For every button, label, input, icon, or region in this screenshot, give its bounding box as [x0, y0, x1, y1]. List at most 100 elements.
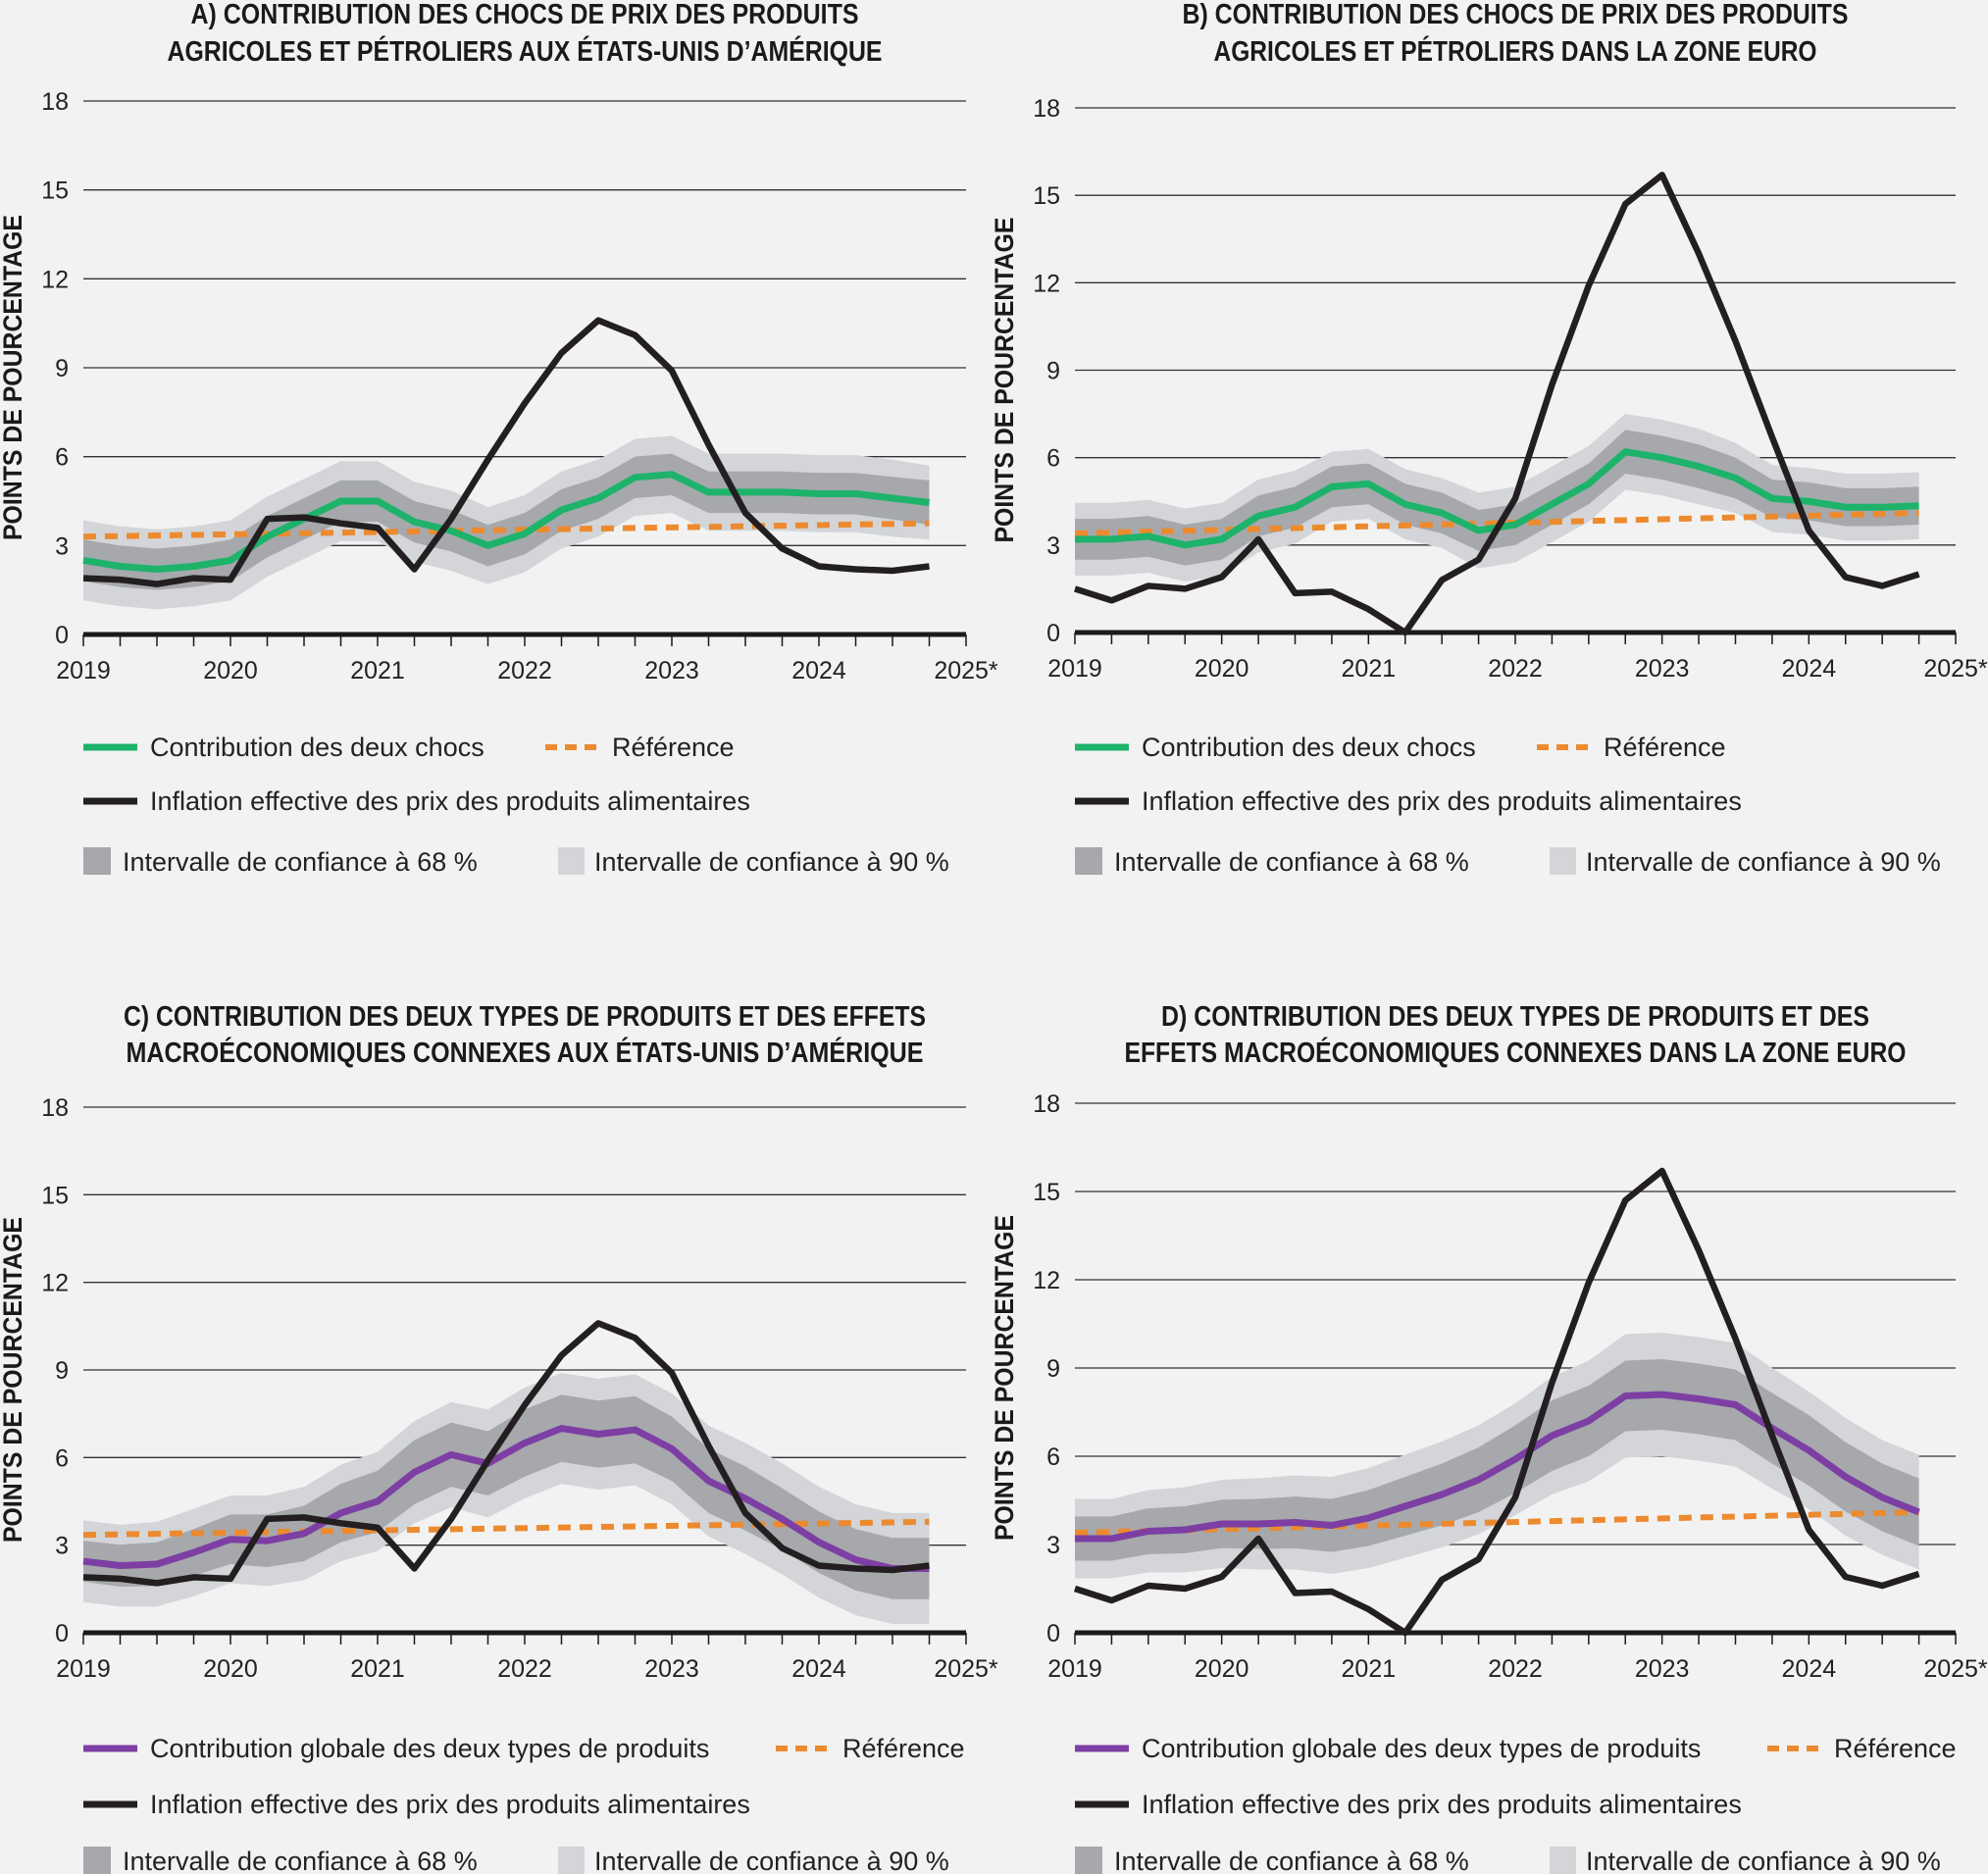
y-tick-label: 0 — [1046, 1620, 1060, 1647]
x-tick-label: 2021 — [1342, 655, 1397, 683]
legend-label-reference: Référence — [1834, 1734, 1957, 1763]
legend-label-ci90: Intervalle de confiance à 90 % — [1586, 1847, 1941, 1874]
x-tick-label: 2023 — [644, 657, 699, 684]
legend-label-main: Contribution globale des deux types de p… — [150, 1734, 709, 1763]
y-tick-label: 9 — [55, 1357, 69, 1385]
x-tick-label: 2020 — [1195, 655, 1249, 683]
legend-label-ci90: Intervalle de confiance à 90 % — [1586, 847, 1941, 877]
y-tick-label: 0 — [55, 1620, 69, 1647]
x-tick-label: 2024 — [791, 657, 846, 684]
ci90-band — [83, 1372, 930, 1625]
legend-swatch-ci68 — [83, 1847, 111, 1874]
x-tick-label: 2023 — [1635, 1655, 1690, 1683]
legend-label-reference: Référence — [842, 1734, 965, 1763]
x-tick-label: 2021 — [350, 657, 405, 684]
y-tick-label: 12 — [41, 266, 69, 293]
legend-label-actual: Inflation effective des prix des produit… — [1142, 1790, 1742, 1819]
legend-label-ci68: Intervalle de confiance à 68 % — [123, 847, 478, 877]
chart-title-line: AGRICOLES ET PÉTROLIERS AUX ÉTATS-UNIS D… — [168, 34, 883, 68]
reference-line — [82, 1518, 930, 1539]
legend-label-reference: Référence — [1604, 733, 1726, 762]
legend-label-ci68: Intervalle de confiance à 68 % — [123, 1847, 478, 1874]
y-tick-label: 6 — [1046, 1443, 1060, 1471]
ci68-band — [83, 1394, 930, 1599]
chart-title-line: MACROÉCONOMIQUES CONNEXES AUX ÉTATS-UNIS… — [127, 1036, 924, 1069]
y-tick-label: 6 — [55, 444, 69, 472]
legend-label-main: Contribution des deux chocs — [150, 733, 484, 762]
actual-inflation-line — [82, 317, 930, 587]
chart-panel-c: C) CONTRIBUTION DES DEUX TYPES DE PRODUI… — [0, 1001, 998, 1874]
y-tick-label: 3 — [1046, 1532, 1060, 1559]
y-tick-label: 15 — [1033, 182, 1060, 210]
chart-panel-d: D) CONTRIBUTION DES DEUX TYPES DE PRODUI… — [990, 1001, 1988, 1874]
chart-title-line: A) CONTRIBUTION DES CHOCS DE PRIX DES PR… — [191, 0, 859, 30]
y-tick-label: 3 — [55, 1533, 69, 1560]
legend-label-ci90: Intervalle de confiance à 90 % — [594, 1847, 949, 1874]
legend-swatch-ci90 — [558, 847, 585, 875]
legend-label-reference: Référence — [612, 733, 735, 762]
chart-title-line: B) CONTRIBUTION DES CHOCS DE PRIX DES PR… — [1183, 0, 1849, 30]
legend-swatch-ci90 — [1550, 1847, 1576, 1874]
legend-swatch-ci90 — [1550, 847, 1576, 875]
main-contribution-line — [82, 471, 930, 574]
reference-line — [82, 520, 930, 540]
y-tick-label: 12 — [1033, 1267, 1060, 1294]
y-tick-label: 12 — [1033, 270, 1060, 297]
y-tick-label: 6 — [55, 1444, 69, 1472]
x-tick-label: 2025* — [934, 657, 998, 684]
y-tick-label: 15 — [41, 177, 69, 205]
chart-panel-a: A) CONTRIBUTION DES CHOCS DE PRIX DES PR… — [0, 0, 998, 877]
x-tick-label: 2025* — [934, 1655, 998, 1683]
legend: Contribution globale des deux types de p… — [1075, 1734, 1957, 1874]
x-tick-label: 2020 — [203, 657, 258, 684]
y-tick-label: 18 — [41, 1094, 69, 1122]
x-tick-label: 2025* — [1923, 655, 1988, 683]
y-tick-label: 0 — [55, 622, 69, 649]
legend-swatch-ci68 — [1075, 847, 1102, 875]
actual-inflation-line — [1074, 172, 1920, 636]
y-tick-label: 6 — [1046, 445, 1060, 473]
y-axis-label: POINTS DE POURCENTAGE — [990, 218, 1019, 543]
chart-title-line: AGRICOLES ET PÉTROLIERS DANS LA ZONE EUR… — [1214, 34, 1817, 68]
actual-inflation-line — [1074, 1167, 1920, 1637]
x-tick-label: 2019 — [56, 1655, 111, 1683]
legend-swatch-ci90 — [558, 1847, 585, 1874]
legend: Contribution globale des deux types de p… — [83, 1734, 965, 1874]
y-tick-label: 9 — [1046, 358, 1060, 385]
actual-inflation-line — [82, 1320, 930, 1587]
x-tick-label: 2022 — [497, 1655, 552, 1683]
legend-label-ci68: Intervalle de confiance à 68 % — [1114, 1847, 1469, 1874]
x-tick-label: 2021 — [1342, 1655, 1397, 1683]
y-tick-label: 18 — [1033, 1090, 1060, 1118]
y-axis-label: POINTS DE POURCENTAGE — [990, 1215, 1019, 1541]
x-tick-label: 2019 — [56, 657, 111, 684]
y-tick-label: 15 — [1033, 1179, 1060, 1206]
y-tick-label: 18 — [1033, 95, 1060, 123]
legend-label-main: Contribution des deux chocs — [1142, 733, 1476, 762]
legend-label-ci90: Intervalle de confiance à 90 % — [594, 847, 949, 877]
y-tick-label: 9 — [1046, 1355, 1060, 1383]
legend-label-main: Contribution globale des deux types de p… — [1142, 1734, 1701, 1763]
legend: Contribution des deux chocs Référence Infl… — [83, 733, 949, 877]
legend-swatch-ci68 — [83, 847, 111, 875]
x-tick-label: 2022 — [1488, 1655, 1543, 1683]
chart-title-line: EFFETS MACROÉCONOMIQUES CONNEXES DANS LA… — [1125, 1036, 1907, 1069]
chart-panel-b: B) CONTRIBUTION DES CHOCS DE PRIX DES PR… — [990, 0, 1988, 877]
y-tick-label: 3 — [1046, 532, 1060, 560]
x-tick-label: 2023 — [1635, 655, 1690, 683]
legend-label-actual: Inflation effective des prix des produit… — [150, 786, 750, 816]
x-tick-label: 2022 — [1488, 655, 1543, 683]
ci68-band — [1075, 1359, 1919, 1561]
legend-label-ci68: Intervalle de confiance à 68 % — [1114, 847, 1469, 877]
x-tick-label: 2023 — [644, 1655, 699, 1683]
y-tick-label: 9 — [55, 355, 69, 382]
x-tick-label: 2021 — [350, 1655, 405, 1683]
x-tick-label: 2019 — [1047, 655, 1102, 683]
x-tick-label: 2019 — [1047, 1655, 1102, 1683]
x-tick-label: 2022 — [497, 657, 552, 684]
chart-title-line: C) CONTRIBUTION DES DEUX TYPES DE PRODUI… — [124, 1001, 926, 1033]
y-tick-label: 12 — [41, 1270, 69, 1297]
chart-title-line: D) CONTRIBUTION DES DEUX TYPES DE PRODUI… — [1161, 1001, 1869, 1033]
x-tick-label: 2024 — [1782, 1655, 1837, 1683]
